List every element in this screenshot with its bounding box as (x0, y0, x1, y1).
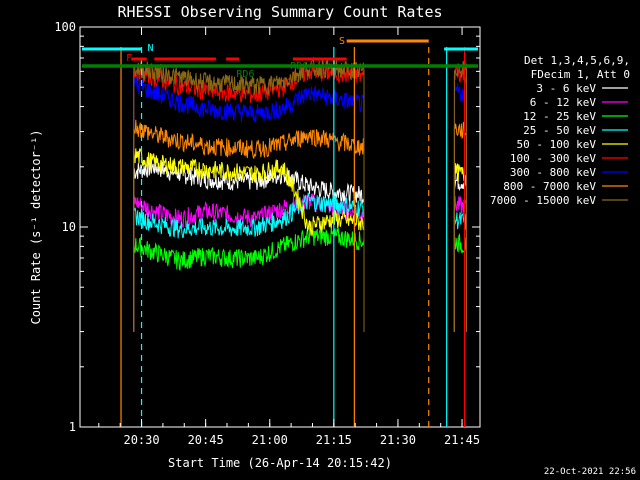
data-layer: N F S RD6 RD6 (82, 36, 478, 427)
series-path (133, 119, 365, 332)
series-path (133, 227, 365, 332)
flag-bars: N F S RD6 RD6 (82, 36, 478, 80)
x-axis-label: Start Time (26-Apr-14 20:15:42) (168, 456, 392, 470)
flag-label-rd6: RD6 (290, 61, 308, 72)
series-path (133, 158, 365, 332)
y-tick-label: 100 (54, 20, 76, 34)
y-tick-label: 1 (69, 420, 76, 434)
x-tick-label: 21:15 (316, 433, 352, 447)
axis-layer: 20:30 20:45 21:00 21:15 21:30 21:45 1 10 100 (54, 20, 480, 447)
series-path (133, 56, 365, 332)
chart-title: RHESSI Observing Summary Count Rates (117, 3, 442, 21)
x-tick-label: 21:30 (380, 433, 416, 447)
legend-entry-label: 7000 - 15000 keV (490, 194, 596, 207)
series-path (133, 76, 365, 332)
legend-entry-label: 800 - 7000 keV (503, 180, 596, 193)
x-tick-label: 21:45 (444, 433, 480, 447)
legend: Det 1,3,4,5,6,9, FDecim 1, Att 0 3 - 6 k… (490, 54, 630, 207)
legend-entry-label: 25 - 50 keV (523, 124, 596, 137)
flag-label-s: S (339, 36, 345, 47)
legend-entry-label: 50 - 100 keV (517, 138, 597, 151)
series-path (133, 148, 365, 332)
legend-entry-label: 6 - 12 keV (530, 96, 597, 109)
y-axis-label: Count Rate (s⁻¹ detector⁻¹) (29, 129, 43, 324)
legend-header-line-2: FDecim 1, Att 0 (531, 68, 630, 81)
legend-entry-label: 300 - 800 keV (510, 166, 596, 179)
x-tick-label: 20:45 (188, 433, 224, 447)
x-tick-label: 21:00 (252, 433, 288, 447)
series-line (133, 227, 467, 332)
flag-label-n: N (148, 43, 154, 54)
legend-entry-label: 100 - 300 keV (510, 152, 596, 165)
legend-header-line-1: Det 1,3,4,5,6,9, (524, 54, 630, 67)
legend-entry-label: 3 - 6 keV (536, 82, 596, 95)
series-path (133, 192, 365, 332)
legend-entry-label: 12 - 25 keV (523, 110, 596, 123)
flag-label-rd6: RD6 (236, 69, 254, 80)
y-tick-label: 10 (62, 220, 76, 234)
x-tick-label: 20:30 (123, 433, 159, 447)
generation-timestamp: 22-Oct-2021 22:56 (544, 467, 636, 477)
flag-label-f: F (126, 53, 132, 64)
